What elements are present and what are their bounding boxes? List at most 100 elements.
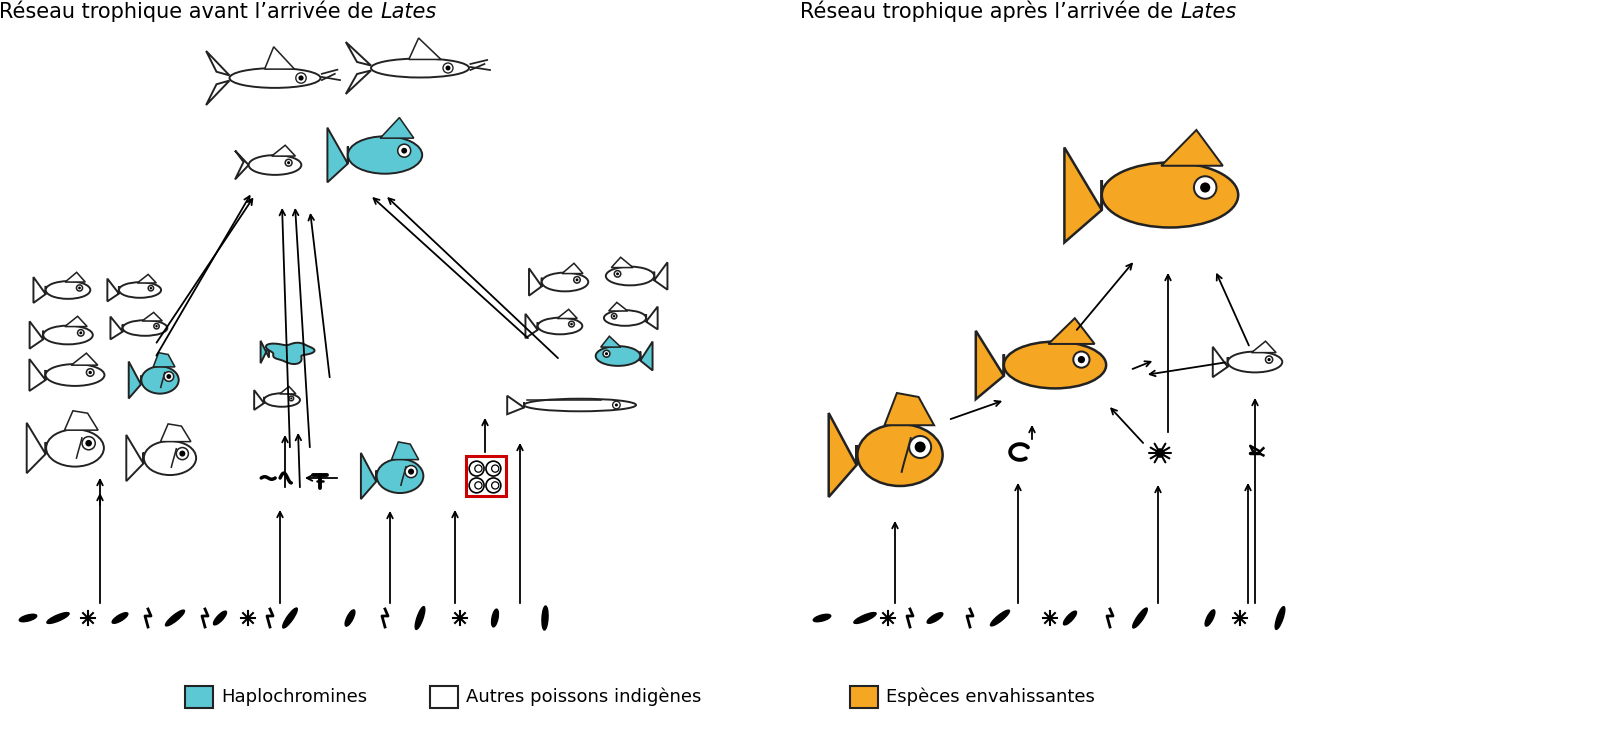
Ellipse shape — [525, 399, 637, 411]
Ellipse shape — [538, 318, 582, 334]
Circle shape — [1266, 356, 1272, 363]
Polygon shape — [976, 331, 1003, 399]
Circle shape — [1155, 448, 1165, 458]
Polygon shape — [266, 343, 315, 364]
Ellipse shape — [542, 272, 589, 291]
Text: Réseau trophique avant l’arrivée de: Réseau trophique avant l’arrivée de — [0, 1, 381, 22]
Ellipse shape — [1064, 611, 1077, 625]
Polygon shape — [885, 393, 934, 425]
Circle shape — [290, 397, 293, 399]
Ellipse shape — [229, 68, 320, 88]
Ellipse shape — [606, 266, 654, 286]
Circle shape — [605, 352, 608, 355]
Circle shape — [150, 287, 152, 289]
Polygon shape — [138, 275, 157, 283]
Ellipse shape — [165, 610, 184, 626]
Ellipse shape — [542, 606, 549, 630]
Ellipse shape — [347, 137, 422, 174]
Ellipse shape — [46, 281, 90, 299]
Text: Autres poissons indigènes: Autres poissons indigènes — [466, 688, 701, 706]
Polygon shape — [1213, 346, 1227, 377]
Polygon shape — [34, 277, 46, 303]
Polygon shape — [1162, 130, 1222, 166]
Polygon shape — [346, 70, 371, 94]
Ellipse shape — [118, 282, 162, 298]
Circle shape — [285, 159, 293, 166]
Circle shape — [1074, 352, 1090, 368]
Circle shape — [1200, 183, 1210, 192]
Polygon shape — [154, 353, 174, 367]
Ellipse shape — [854, 613, 877, 623]
Polygon shape — [608, 302, 627, 311]
Polygon shape — [1048, 319, 1094, 344]
Polygon shape — [646, 307, 658, 330]
Bar — [186, 686, 213, 708]
Circle shape — [611, 313, 618, 319]
Polygon shape — [525, 314, 538, 338]
Circle shape — [475, 465, 482, 472]
Polygon shape — [254, 390, 264, 410]
Ellipse shape — [46, 613, 69, 623]
Circle shape — [286, 161, 290, 164]
Circle shape — [613, 401, 621, 409]
Ellipse shape — [1275, 606, 1285, 629]
Ellipse shape — [491, 609, 499, 627]
Circle shape — [475, 482, 482, 489]
Circle shape — [78, 286, 82, 289]
Circle shape — [614, 271, 621, 277]
Polygon shape — [328, 128, 347, 182]
Ellipse shape — [283, 608, 298, 628]
Circle shape — [445, 65, 451, 70]
Circle shape — [298, 76, 304, 81]
Circle shape — [149, 286, 154, 291]
Circle shape — [398, 144, 411, 157]
Polygon shape — [272, 145, 296, 156]
Text: Lates: Lates — [1181, 2, 1237, 22]
Polygon shape — [128, 362, 141, 399]
Polygon shape — [829, 413, 856, 497]
Ellipse shape — [813, 614, 830, 622]
Circle shape — [166, 374, 171, 379]
Polygon shape — [280, 387, 296, 394]
Polygon shape — [142, 313, 162, 321]
Polygon shape — [160, 424, 190, 442]
Polygon shape — [30, 321, 43, 349]
Polygon shape — [206, 81, 229, 105]
Polygon shape — [235, 150, 248, 179]
Polygon shape — [346, 42, 371, 65]
Polygon shape — [206, 51, 229, 76]
Polygon shape — [72, 353, 98, 366]
Ellipse shape — [19, 614, 37, 622]
Polygon shape — [557, 309, 578, 319]
Circle shape — [613, 315, 616, 317]
Ellipse shape — [1205, 610, 1214, 626]
Ellipse shape — [112, 613, 128, 623]
Circle shape — [408, 468, 414, 475]
Circle shape — [296, 73, 306, 83]
Polygon shape — [562, 264, 582, 274]
Circle shape — [603, 350, 610, 357]
Polygon shape — [600, 336, 621, 347]
Circle shape — [570, 323, 573, 325]
Circle shape — [469, 461, 485, 476]
Polygon shape — [362, 453, 376, 499]
Circle shape — [290, 396, 294, 401]
Circle shape — [574, 277, 581, 283]
Polygon shape — [64, 411, 98, 430]
Ellipse shape — [123, 320, 168, 335]
Text: Haplochromines: Haplochromines — [221, 688, 366, 706]
Polygon shape — [261, 341, 269, 363]
Polygon shape — [611, 258, 634, 268]
Bar — [430, 686, 458, 708]
Ellipse shape — [1227, 352, 1282, 372]
Ellipse shape — [926, 613, 942, 623]
Polygon shape — [640, 341, 653, 371]
Circle shape — [491, 465, 499, 472]
Polygon shape — [1064, 148, 1102, 242]
Text: Espèces envahissantes: Espèces envahissantes — [886, 688, 1094, 706]
Circle shape — [616, 272, 619, 275]
Ellipse shape — [1003, 341, 1106, 388]
Circle shape — [165, 371, 174, 382]
Circle shape — [86, 368, 94, 377]
Circle shape — [614, 404, 618, 407]
